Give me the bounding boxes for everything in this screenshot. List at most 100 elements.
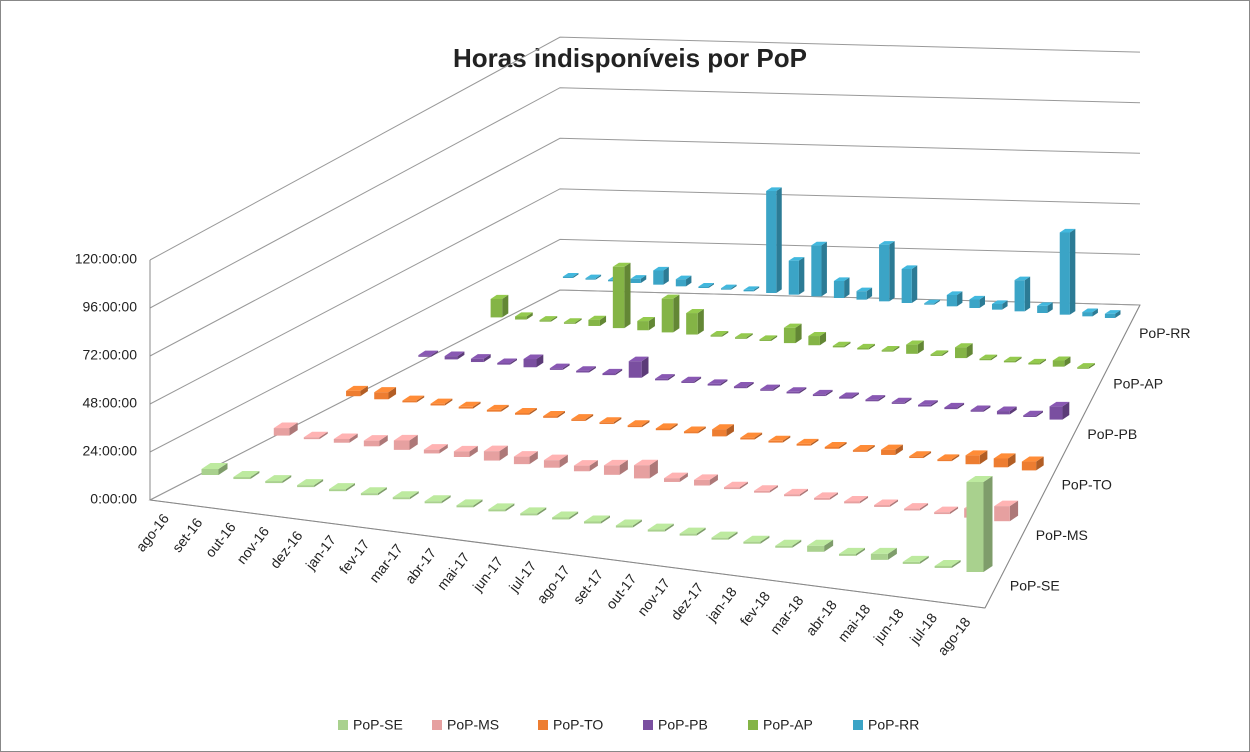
bar-top: [683, 426, 706, 432]
bar-top: [303, 431, 328, 438]
bar-front: [655, 428, 671, 431]
bar-side: [983, 476, 993, 572]
bar-front: [402, 400, 417, 403]
bar-top: [599, 417, 622, 423]
bar-top: [743, 535, 770, 542]
bar-top: [879, 241, 895, 245]
bar-front: [661, 298, 674, 333]
bar-side: [722, 331, 729, 337]
bar-side: [409, 491, 419, 500]
bar-top: [515, 312, 533, 317]
bar-front: [879, 244, 890, 302]
bar-front: [784, 494, 800, 497]
bar-top: [707, 379, 728, 384]
bar-top: [393, 434, 418, 441]
bar-side: [728, 531, 738, 540]
bar-front: [996, 411, 1010, 415]
bar-side: [799, 387, 807, 394]
bar-top: [784, 488, 808, 495]
bar-side: [1069, 228, 1076, 315]
bar-side: [694, 376, 702, 383]
bar: [707, 379, 728, 386]
bar-side: [824, 539, 834, 552]
bar: [720, 284, 737, 290]
bar-side: [529, 451, 538, 465]
bar-top: [515, 407, 537, 413]
bar-front: [1082, 312, 1093, 317]
bar-top: [360, 487, 387, 494]
bar-side: [502, 294, 509, 318]
bar-side: [667, 374, 675, 381]
bar: [576, 366, 596, 373]
bar-front: [470, 358, 484, 363]
bar-front: [563, 322, 576, 324]
chart-title: Horas indisponíveis por PoP: [453, 43, 807, 73]
bar-front: [807, 545, 825, 552]
bar-front: [994, 506, 1010, 522]
bar-front: [979, 358, 992, 361]
bar-side: [613, 417, 622, 425]
bar-front: [453, 451, 470, 457]
depth-tick-label: PoP-AP: [1113, 375, 1163, 391]
bar-top: [363, 435, 388, 441]
bar: [857, 343, 875, 350]
bar-side: [388, 387, 397, 400]
bar-top: [346, 385, 368, 391]
bar: [832, 341, 851, 348]
bar-top: [265, 475, 292, 482]
bar-front: [934, 512, 950, 515]
bar: [483, 445, 508, 461]
bar: [265, 475, 292, 484]
bar-side: [431, 350, 439, 357]
bar: [934, 559, 961, 568]
bar-top: [865, 395, 886, 400]
bar-side: [472, 401, 481, 409]
bar: [901, 265, 918, 303]
bar-top: [563, 318, 582, 323]
bar-side: [319, 431, 328, 440]
bar-side: [537, 507, 547, 516]
bar-top: [1077, 363, 1095, 368]
bar-top: [966, 476, 993, 482]
bar-side: [536, 354, 544, 368]
bar-top: [571, 414, 594, 420]
bar-side: [1047, 302, 1053, 313]
bar: [655, 374, 675, 381]
bar-side: [557, 411, 566, 418]
bar-top: [201, 463, 228, 469]
bar-front: [543, 460, 560, 468]
bar-side: [983, 405, 991, 412]
bar-top: [766, 187, 782, 191]
bar-front: [934, 565, 952, 568]
bar-front: [754, 490, 770, 493]
bar-side: [457, 351, 465, 360]
bar: [1077, 363, 1095, 369]
bar: [881, 444, 903, 455]
bar-top: [918, 400, 938, 405]
bar: [743, 535, 770, 544]
bar-side: [769, 485, 778, 493]
depth-tick-label: PoP-MS: [1036, 527, 1088, 543]
bar-side: [409, 434, 418, 450]
bar: [571, 414, 594, 421]
bar: [993, 453, 1016, 468]
bar-front: [576, 370, 590, 373]
bar-top: [807, 539, 834, 546]
legend-swatch: [853, 720, 863, 730]
bar-top: [430, 398, 453, 404]
bar: [909, 451, 932, 459]
bar: [392, 491, 419, 500]
bar: [520, 507, 547, 516]
bar-front: [393, 440, 410, 450]
bar-top: [857, 343, 875, 348]
bar: [470, 354, 491, 363]
bar-side: [923, 451, 932, 459]
bar-side: [709, 474, 718, 486]
bar-top: [832, 341, 851, 346]
bar-top: [824, 441, 847, 447]
bar-front: [523, 359, 537, 368]
bar-front: [775, 545, 793, 548]
bar-side: [562, 363, 570, 370]
bar: [698, 282, 714, 288]
bar-top: [630, 275, 647, 279]
